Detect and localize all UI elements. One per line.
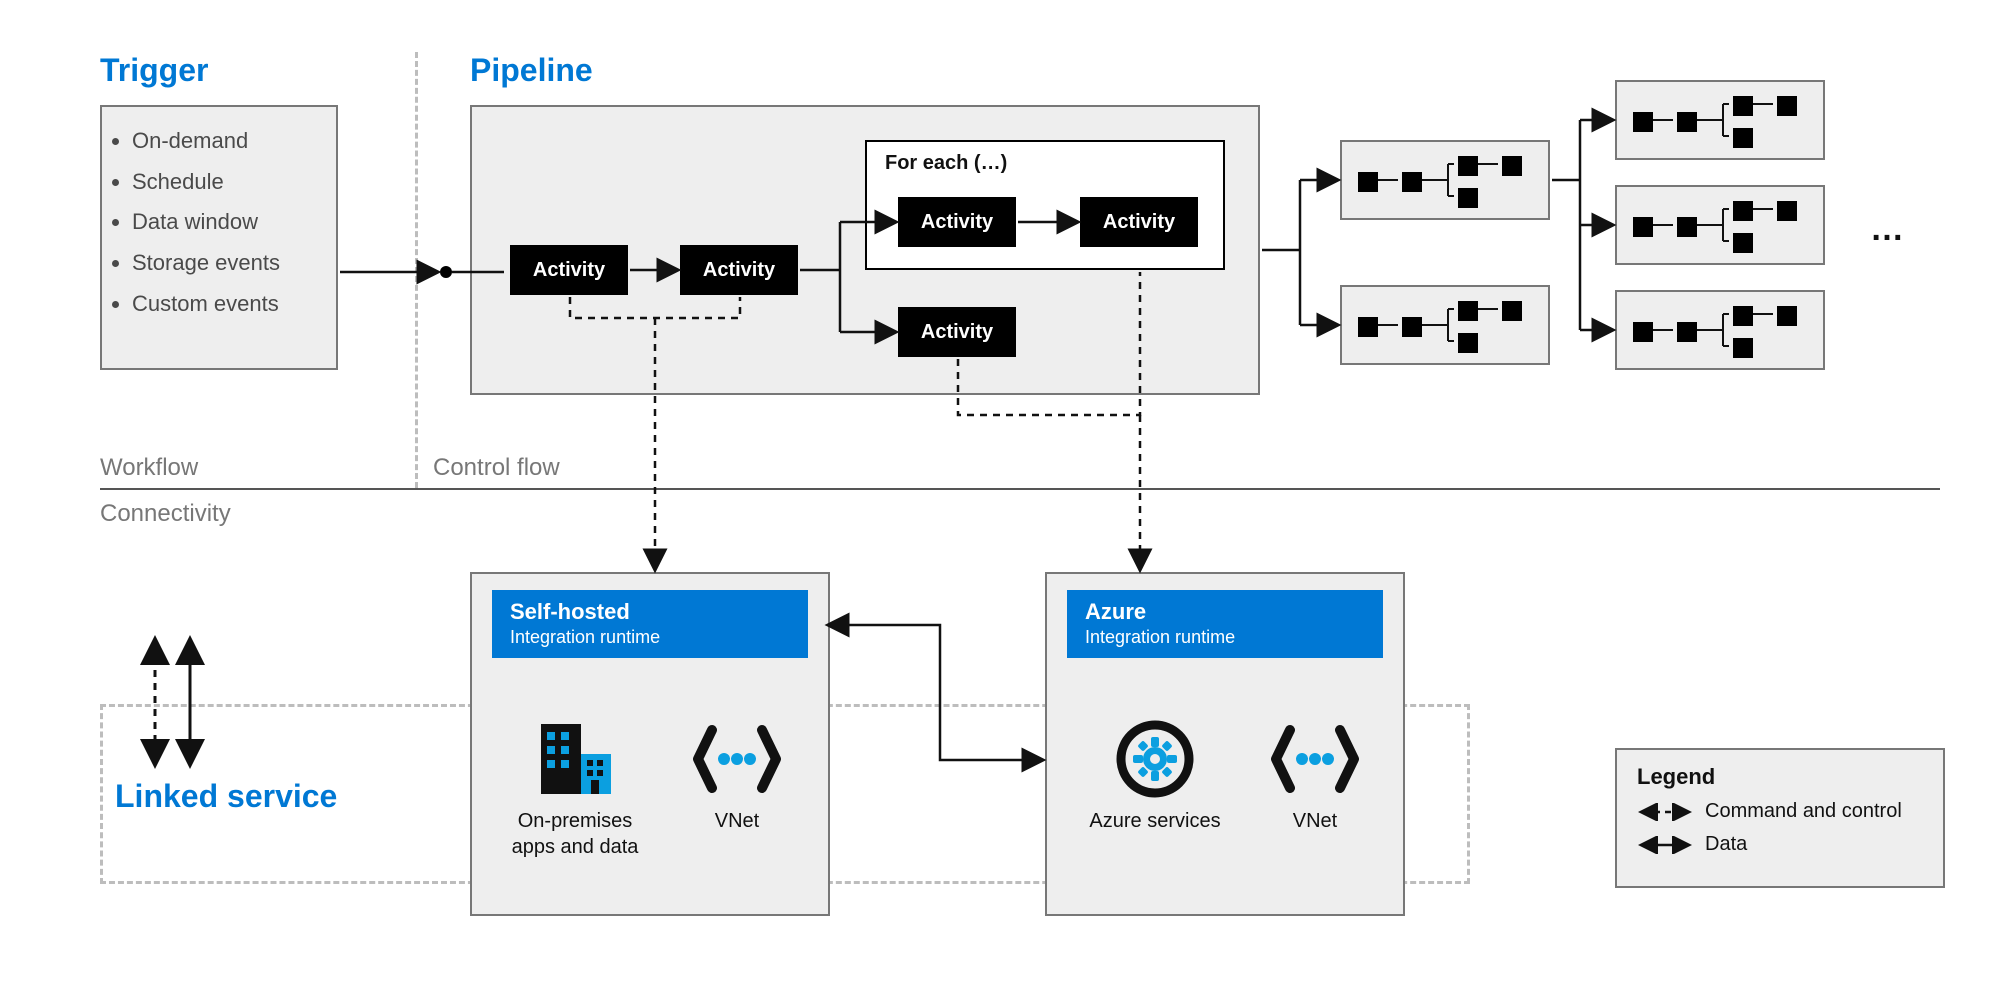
nested-pipeline: [1340, 285, 1550, 365]
trigger-item: Data window: [132, 202, 336, 243]
trigger-list: On-demand Schedule Data window Storage e…: [102, 121, 336, 324]
activity-box: Activity: [898, 307, 1016, 357]
nested-pipeline: [1615, 185, 1825, 265]
connectivity-label: Connectivity: [100, 500, 231, 528]
vnet-icon: [692, 720, 782, 798]
legend-box: Legend Command and control Data: [1615, 748, 1945, 888]
legend-command-label: Command and control: [1705, 800, 1902, 823]
workflow-separator: [415, 52, 418, 488]
onprem-label: On-premisesapps and data: [512, 808, 639, 860]
trigger-item: Schedule: [132, 162, 336, 203]
trigger-item: Custom events: [132, 284, 336, 325]
trigger-item: Storage events: [132, 243, 336, 284]
azure-subtitle: Integration runtime: [1085, 627, 1365, 649]
trigger-item: On-demand: [132, 121, 336, 162]
ellipsis: …: [1870, 210, 1908, 249]
activity-box: Activity: [510, 245, 628, 295]
vnet-icon: [1270, 720, 1360, 798]
azure-title: Azure: [1085, 599, 1365, 625]
legend-title: Legend: [1637, 764, 1923, 790]
vnet-icon-group: VNet: [1250, 720, 1380, 834]
activity-box: Activity: [1080, 197, 1198, 247]
vnet-label: VNet: [715, 808, 759, 834]
buildings-icon: [535, 720, 615, 798]
trigger-panel: On-demand Schedule Data window Storage e…: [100, 105, 338, 370]
self-hosted-subtitle: Integration runtime: [510, 627, 790, 649]
foreach-label: For each (…): [885, 152, 1007, 175]
legend-solid-arrow-icon: [1637, 836, 1693, 854]
nested-pipeline: [1615, 80, 1825, 160]
self-hosted-header: Self-hosted Integration runtime: [492, 590, 808, 658]
nested-pipeline: [1340, 140, 1550, 220]
vnet-icon-group: VNet: [672, 720, 802, 834]
gear-circle-icon: [1114, 720, 1196, 798]
workflow-label: Workflow: [100, 454, 198, 482]
pipeline-start-dot: [440, 266, 452, 278]
legend-row-command: Command and control: [1637, 800, 1923, 823]
vnet-label: VNet: [1293, 808, 1337, 834]
section-divider: [100, 488, 1940, 490]
pipeline-heading: Pipeline: [470, 52, 593, 89]
onprem-icon-group: On-premisesapps and data: [500, 720, 650, 860]
legend-row-data: Data: [1637, 833, 1923, 856]
trigger-heading: Trigger: [100, 52, 208, 89]
nested-pipeline: [1615, 290, 1825, 370]
azure-services-icon-group: Azure services: [1085, 720, 1225, 834]
legend-data-label: Data: [1705, 833, 1747, 856]
azure-services-label: Azure services: [1089, 808, 1220, 834]
control-flow-label: Control flow: [433, 454, 560, 482]
legend-dashed-arrow-icon: [1637, 803, 1693, 821]
activity-box: Activity: [898, 197, 1016, 247]
diagram-root: Trigger On-demand Schedule Data window S…: [0, 0, 2002, 992]
linked-service-heading: Linked service: [115, 778, 337, 815]
activity-box: Activity: [680, 245, 798, 295]
self-hosted-title: Self-hosted: [510, 599, 790, 625]
azure-header: Azure Integration runtime: [1067, 590, 1383, 658]
